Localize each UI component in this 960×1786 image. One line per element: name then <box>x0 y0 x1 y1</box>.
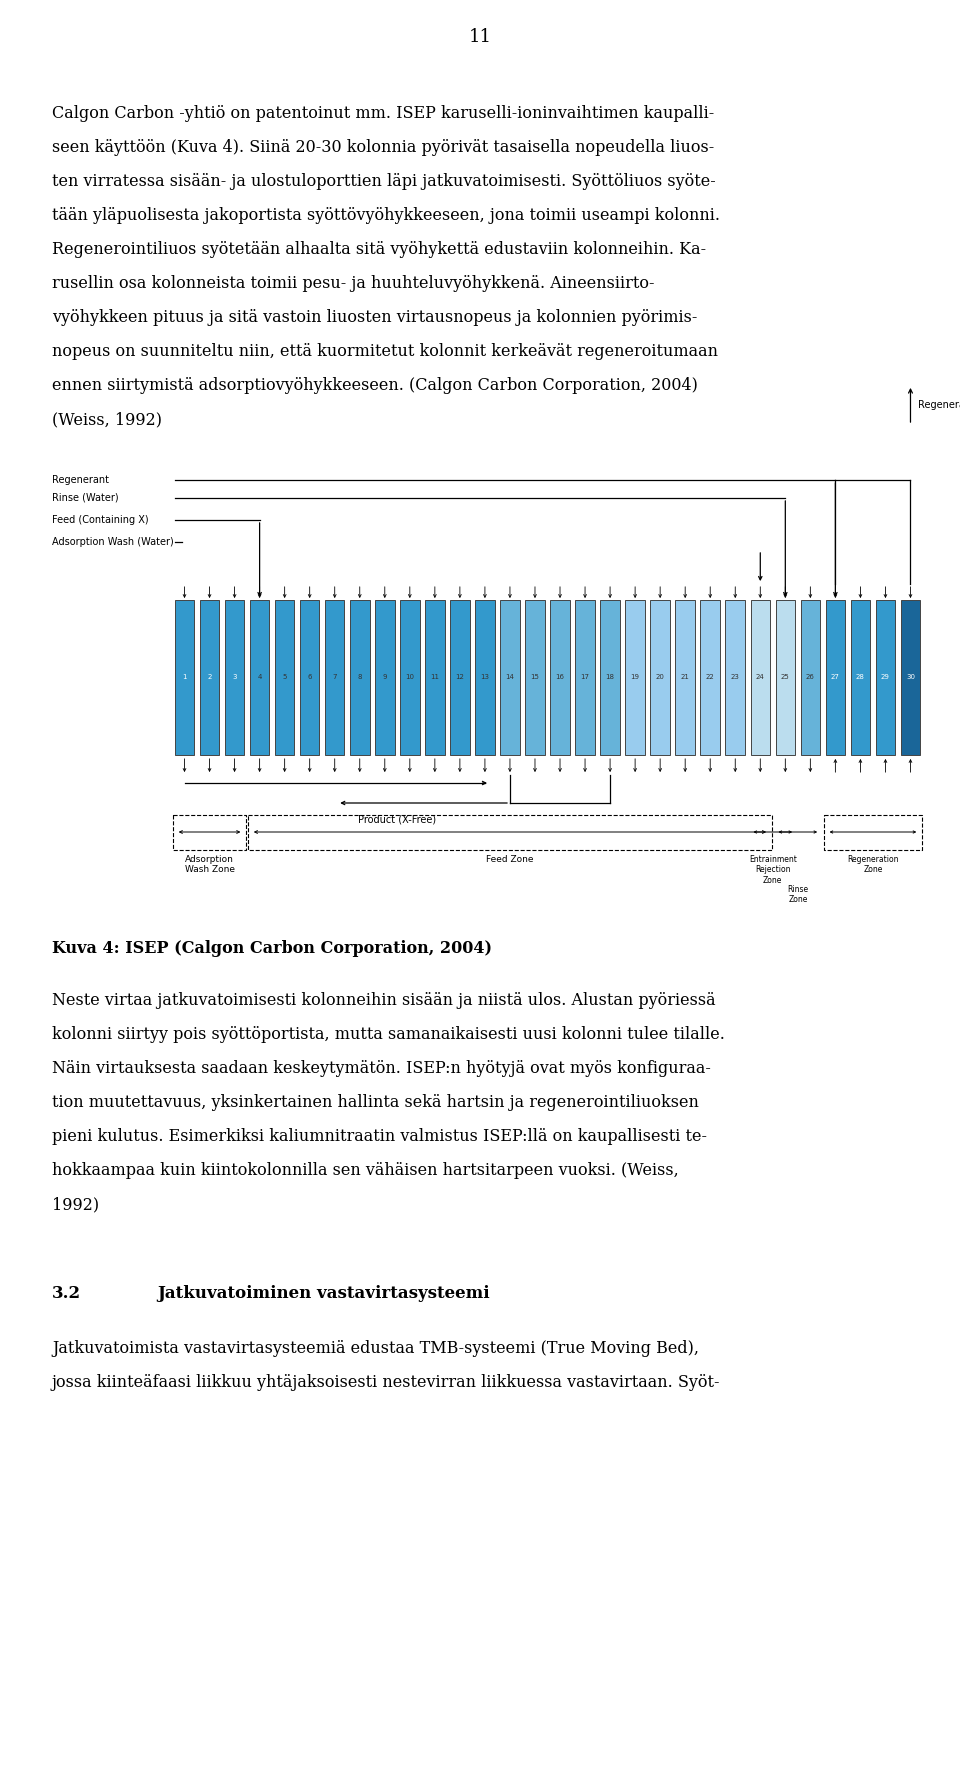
Text: 29: 29 <box>881 673 890 680</box>
Text: 2: 2 <box>207 673 212 680</box>
Text: 23: 23 <box>731 673 740 680</box>
Bar <box>400 600 420 755</box>
Text: 27: 27 <box>831 673 840 680</box>
Text: 3.2: 3.2 <box>52 1284 82 1302</box>
Text: 5: 5 <box>282 673 287 680</box>
Text: 14: 14 <box>506 673 515 680</box>
Text: Entrainment
Rejection
Zone: Entrainment Rejection Zone <box>749 855 797 884</box>
Text: 10: 10 <box>405 673 415 680</box>
Text: 4: 4 <box>257 673 262 680</box>
Bar <box>826 600 845 755</box>
Text: 12: 12 <box>455 673 465 680</box>
Text: ennen siirtymistä adsorptiovyöhykkeeseen. (Calgon Carbon Corporation, 2004): ennen siirtymistä adsorptiovyöhykkeeseen… <box>52 377 698 395</box>
Text: Regeneration
Zone: Regeneration Zone <box>847 855 899 875</box>
Text: 8: 8 <box>357 673 362 680</box>
Bar <box>701 600 720 755</box>
Text: 1992): 1992) <box>52 1197 99 1213</box>
Text: nopeus on suunniteltu niin, että kuormitetut kolonnit kerkeävät regeneroitumaan: nopeus on suunniteltu niin, että kuormit… <box>52 343 718 361</box>
Text: 18: 18 <box>606 673 614 680</box>
Bar <box>676 600 695 755</box>
Text: kolonni siirtyy pois syöttöportista, mutta samanaikaisesti uusi kolonni tulee ti: kolonni siirtyy pois syöttöportista, mut… <box>52 1025 725 1043</box>
Text: Feed (Containing X): Feed (Containing X) <box>52 514 149 525</box>
Text: 9: 9 <box>382 673 387 680</box>
Bar <box>776 600 795 755</box>
Text: 13: 13 <box>480 673 490 680</box>
Bar <box>500 600 519 755</box>
Text: Adsorption Wash (Water): Adsorption Wash (Water) <box>52 538 174 547</box>
Text: 21: 21 <box>681 673 689 680</box>
Text: Adsorption
Wash Zone: Adsorption Wash Zone <box>184 855 234 875</box>
Text: 16: 16 <box>556 673 564 680</box>
Bar <box>851 600 870 755</box>
Bar <box>650 600 670 755</box>
Bar <box>751 600 770 755</box>
Text: 28: 28 <box>856 673 865 680</box>
Text: hokkaampaa kuin kiintokolonnilla sen vähäisen hartsitarpeen vuoksi. (Weiss,: hokkaampaa kuin kiintokolonnilla sen väh… <box>52 1163 679 1179</box>
Bar <box>600 600 620 755</box>
Bar <box>876 600 896 755</box>
Text: tään yläpuolisesta jakoportista syöttövyöhykkeeseen, jona toimii useampi kolonni: tään yläpuolisesta jakoportista syöttövy… <box>52 207 720 223</box>
Text: jossa kiinteäfaasi liikkuu yhtäjaksoisesti nestevirran liikkuessa vastavirtaan. : jossa kiinteäfaasi liikkuu yhtäjaksoises… <box>52 1373 721 1391</box>
Text: Regenerant: Regenerant <box>52 475 109 486</box>
Text: Rinse (Water): Rinse (Water) <box>52 493 119 504</box>
Text: 1: 1 <box>182 673 187 680</box>
Text: 6: 6 <box>307 673 312 680</box>
Text: rusellin osa kolonneista toimii pesu- ja huuhteluvyöhykkenä. Aineensiirto-: rusellin osa kolonneista toimii pesu- ja… <box>52 275 655 291</box>
Text: 24: 24 <box>756 673 765 680</box>
Bar <box>575 600 595 755</box>
Bar <box>450 600 469 755</box>
Bar <box>350 600 370 755</box>
Text: Jatkuvatoimista vastavirtasysteemiä edustaa TMB-systeemi (True Moving Bed),: Jatkuvatoimista vastavirtasysteemiä edus… <box>52 1340 699 1357</box>
Text: tion muutettavuus, yksinkertainen hallinta sekä hartsin ja regenerointiliuoksen: tion muutettavuus, yksinkertainen hallin… <box>52 1095 699 1111</box>
Bar <box>726 600 745 755</box>
Text: 17: 17 <box>581 673 589 680</box>
Bar <box>225 600 245 755</box>
Bar <box>175 600 194 755</box>
Bar <box>625 600 645 755</box>
Text: Jatkuvatoiminen vastavirtasysteemi: Jatkuvatoiminen vastavirtasysteemi <box>157 1284 490 1302</box>
Text: Regenerointiliuos syötetään alhaalta sitä vyöhykettä edustaviin kolonneihin. Ka-: Regenerointiliuos syötetään alhaalta sit… <box>52 241 707 257</box>
Bar <box>275 600 295 755</box>
Bar <box>250 600 270 755</box>
Text: ten virratessa sisään- ja ulostuloporttien läpi jatkuvatoimisesti. Syöttöliuos s: ten virratessa sisään- ja ulostuloportti… <box>52 173 716 189</box>
Bar <box>324 600 345 755</box>
Text: 20: 20 <box>656 673 664 680</box>
Bar <box>425 600 444 755</box>
Text: 26: 26 <box>805 673 815 680</box>
Text: Neste virtaa jatkuvatoimisesti kolonneihin sisään ja niistä ulos. Alustan pyörie: Neste virtaa jatkuvatoimisesti kolonneih… <box>52 991 715 1009</box>
Text: (Weiss, 1992): (Weiss, 1992) <box>52 411 162 429</box>
Text: 19: 19 <box>631 673 639 680</box>
Bar <box>525 600 544 755</box>
Text: 22: 22 <box>706 673 714 680</box>
Text: seen käyttöön (Kuva 4). Siinä 20-30 kolonnia pyörivät tasaisella nopeudella liuo: seen käyttöön (Kuva 4). Siinä 20-30 kolo… <box>52 139 714 155</box>
Bar <box>801 600 820 755</box>
Bar <box>200 600 219 755</box>
Text: 30: 30 <box>906 673 915 680</box>
Text: Product (X-Free): Product (X-Free) <box>358 814 437 825</box>
Bar <box>300 600 320 755</box>
Text: Calgon Carbon -yhtiö on patentoinut mm. ISEP karuselli-ioninvaihtimen kaupalli-: Calgon Carbon -yhtiö on patentoinut mm. … <box>52 105 714 121</box>
Text: 3: 3 <box>232 673 237 680</box>
Text: pieni kulutus. Esimerkiksi kaliumnitraatin valmistus ISEP:llä on kaupallisesti t: pieni kulutus. Esimerkiksi kaliumnitraat… <box>52 1129 707 1145</box>
Text: 7: 7 <box>332 673 337 680</box>
Text: 25: 25 <box>780 673 790 680</box>
Text: Rinse
Zone: Rinse Zone <box>787 886 808 904</box>
Text: Näin virtauksesta saadaan keskeytymätön. ISEP:n hyötyjä ovat myös konfiguraa-: Näin virtauksesta saadaan keskeytymätön.… <box>52 1061 710 1077</box>
Text: 11: 11 <box>468 29 492 46</box>
Text: Feed Zone: Feed Zone <box>486 855 534 864</box>
Text: vyöhykkeen pituus ja sitä vastoin liuosten virtausnopeus ja kolonnien pyörimis-: vyöhykkeen pituus ja sitä vastoin liuost… <box>52 309 697 327</box>
Bar <box>550 600 570 755</box>
Bar <box>375 600 395 755</box>
Text: 15: 15 <box>531 673 540 680</box>
Text: Regenerant + X: Regenerant + X <box>919 400 960 411</box>
Text: 11: 11 <box>430 673 440 680</box>
Bar <box>475 600 494 755</box>
Text: Kuva 4: ISEP (Calgon Carbon Corporation, 2004): Kuva 4: ISEP (Calgon Carbon Corporation,… <box>52 939 492 957</box>
Bar <box>900 600 921 755</box>
